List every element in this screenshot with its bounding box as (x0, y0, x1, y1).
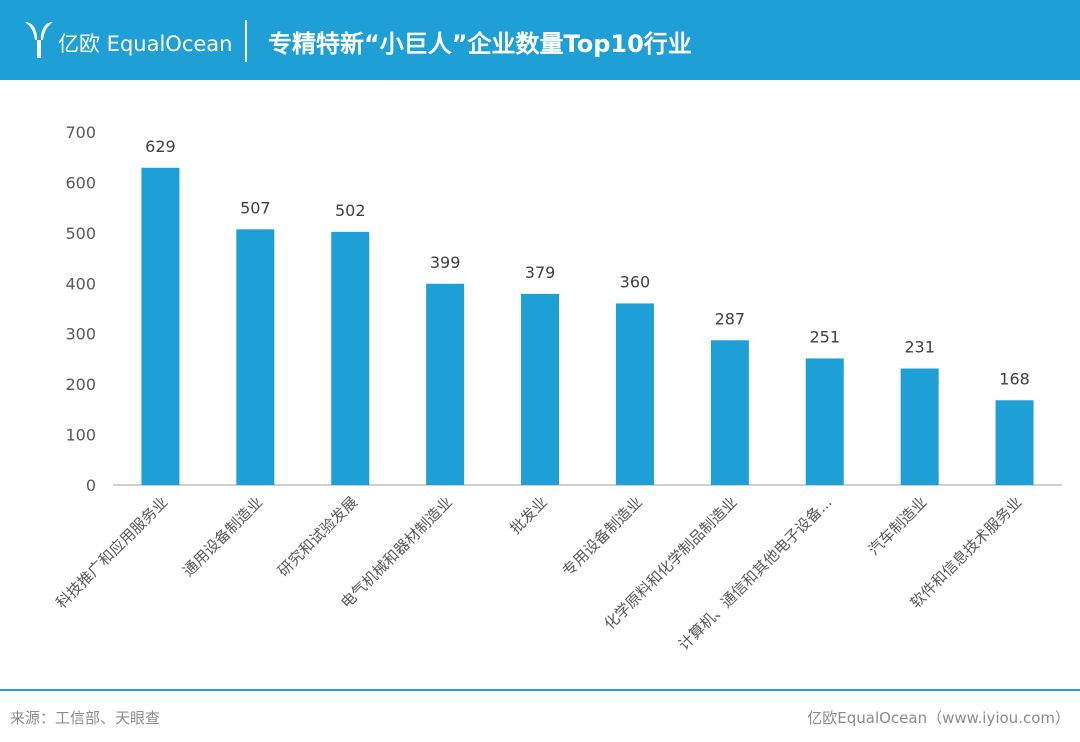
data-label: 168 (999, 369, 1030, 388)
data-label: 287 (715, 309, 746, 328)
bar (236, 229, 275, 485)
footer-divider (0, 689, 1080, 691)
bar (331, 231, 370, 485)
logo-text: 亿欧 EqualOcean (58, 32, 233, 56)
bar (805, 358, 844, 485)
y-tick-label: 0 (86, 476, 96, 495)
equalocean-logo-icon (25, 22, 53, 58)
credit-note: 亿欧EqualOcean（www.iyiou.com） (807, 709, 1070, 727)
data-label: 379 (525, 263, 556, 282)
bar (710, 340, 749, 485)
y-tick-label: 500 (65, 224, 96, 243)
y-tick-label: 700 (65, 123, 96, 142)
y-tick-label: 200 (65, 375, 96, 394)
data-label: 507 (240, 198, 271, 217)
data-label: 360 (620, 272, 651, 291)
x-tick-label: 专用设备制造业 (559, 493, 646, 580)
bar (900, 368, 939, 485)
y-tick-label: 300 (65, 325, 96, 344)
bar (141, 167, 180, 485)
value-labels-group: 629 507 502 399 379 360 287 251 231 168 (145, 137, 1030, 388)
x-tick-label: 汽车制造业 (865, 493, 931, 559)
x-tick-label: 计算机、通信和其他电子设备... (675, 493, 836, 654)
x-tick-label: 通用设备制造业 (179, 493, 266, 580)
bars-group (141, 167, 1034, 485)
x-tick-label: 科技推广和应用服务业 (52, 493, 171, 612)
bar-chart: 0 100 200 300 400 500 600 700 629 507 502 399 379 36… (52, 123, 1062, 654)
x-tick-label: 批发业 (506, 493, 551, 538)
data-label: 231 (904, 338, 935, 357)
bar (426, 283, 465, 485)
data-label: 502 (335, 201, 366, 220)
bar (995, 400, 1034, 485)
source-note: 来源：工信部、天眼查 (10, 709, 161, 727)
header-divider (245, 20, 247, 62)
bar (615, 303, 654, 485)
y-tick-label: 100 (65, 426, 96, 445)
bar (521, 293, 560, 485)
x-tick-label: 研究和试验发展 (274, 493, 361, 580)
page-title: 专精特新“小巨人”企业数量Top10行业 (268, 30, 692, 58)
data-label: 629 (145, 137, 176, 156)
header-bar: 亿欧 EqualOcean 专精特新“小巨人”企业数量Top10行业 (0, 0, 1080, 80)
y-tick-label: 400 (65, 274, 96, 293)
y-tick-label: 600 (65, 173, 96, 192)
data-label: 399 (430, 253, 461, 272)
data-label: 251 (809, 327, 840, 346)
